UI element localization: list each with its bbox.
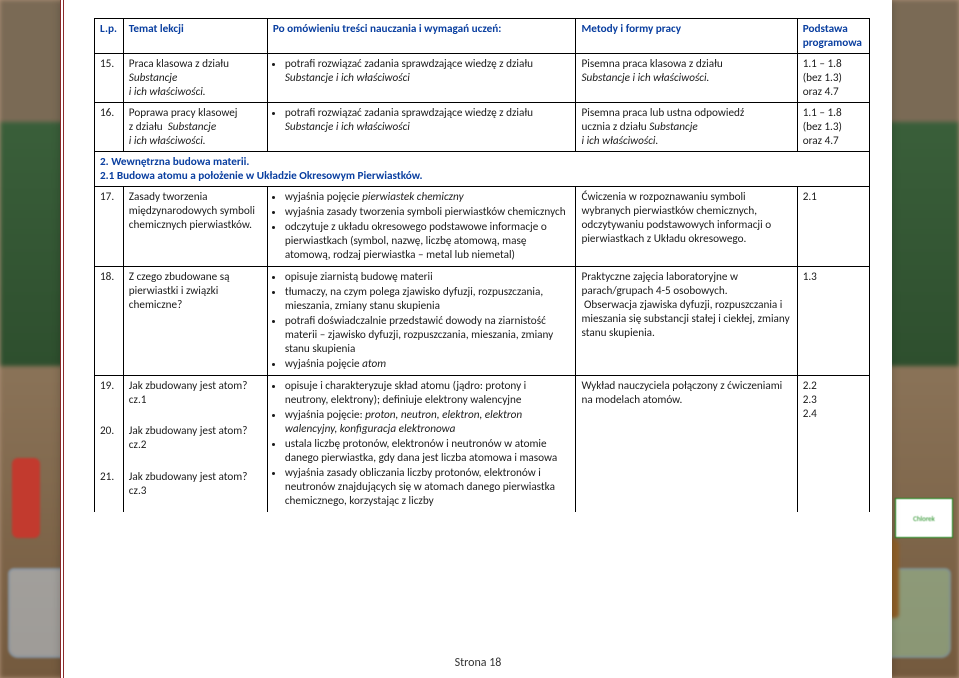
text: wyjaśnia pojęcie: proton, neutron, elekt… — [285, 408, 522, 436]
cell-num: 20. — [95, 421, 124, 466]
cell-topic: Zasady tworzenia międzynarodowych symbol… — [123, 187, 267, 267]
text: 1.1 – 1.8 — [803, 106, 842, 120]
text: oraz 4.7 — [803, 85, 839, 99]
cell-methods: Pisemna praca klasowa z działu Substancj… — [576, 54, 797, 103]
cell-topic: Z czego zbudowane są pierwiastki i związ… — [123, 267, 267, 376]
text: wyjaśnia pojęcie atom — [285, 357, 386, 371]
cell-outcomes: opisuje ziarnistą budowę materii tłumacz… — [267, 267, 576, 376]
text: Substancje i ich właściwości. — [581, 71, 709, 85]
list-item: wyjaśnia zasady tworzenia symboli pierwi… — [285, 205, 571, 219]
header-lp: L.p. — [95, 19, 124, 54]
cell-base: 2.1 — [797, 187, 869, 267]
text: (bez 1.3) — [803, 71, 842, 85]
text: potrafi rozwiązać zadania sprawdzające w… — [285, 106, 533, 134]
cell-outcomes: potrafi rozwiązać zadania sprawdzające w… — [267, 103, 576, 152]
list-item: potrafi rozwiązać zadania sprawdzające w… — [285, 106, 571, 134]
list-item: potrafi doświadczalnie przedstawić dowod… — [285, 314, 571, 356]
cell-topic: Jak zbudowany jest atom? cz.1 — [123, 376, 267, 422]
text: 2.4 — [803, 407, 817, 421]
table-row: 19. Jak zbudowany jest atom? cz.1 opisuj… — [95, 376, 870, 422]
list-item: ustala liczbę protonów, elektronów i neu… — [285, 437, 571, 465]
cell-base: 1.1 – 1.8 (bez 1.3) oraz 4.7 — [797, 103, 869, 152]
list-item: wyjaśnia zasady obliczania liczby proton… — [285, 466, 571, 508]
header-topic: Temat lekcji — [123, 19, 267, 54]
list-item: potrafi rozwiązać zadania sprawdzające w… — [285, 57, 571, 85]
cell-methods: Praktyczne zajęcia laboratoryjne w parac… — [576, 267, 797, 376]
cell-topic: Jak zbudowany jest atom? cz.2 — [123, 421, 267, 466]
text: 1.1 – 1.8 — [803, 57, 842, 71]
table-row: 18. Z czego zbudowane są pierwiastki i z… — [95, 267, 870, 376]
text: i ich właściwości. — [581, 134, 658, 148]
cell-topic: Poprawa pracy klasowej z działu Substanc… — [123, 103, 267, 152]
text: z działu Substancje — [129, 120, 216, 134]
curriculum-table: L.p. Temat lekcji Po omówieniu treści na… — [94, 18, 870, 512]
cell-num: 21. — [95, 467, 124, 512]
text: oraz 4.7 — [803, 134, 839, 148]
text: Poprawa pracy klasowej — [129, 106, 238, 120]
cell-num: 16. — [95, 103, 124, 152]
cell-topic: Praca klasowa z działu Substancje i ich … — [123, 54, 267, 103]
cell-methods: Pisemna praca lub ustna odpowiedź ucznia… — [576, 103, 797, 152]
document-page: L.p. Temat lekcji Po omówieniu treści na… — [60, 0, 892, 678]
cell-topic: Jak zbudowany jest atom? cz.3 — [123, 467, 267, 512]
cell-outcomes: potrafi rozwiązać zadania sprawdzające w… — [267, 54, 576, 103]
text: 2.1 Budowa atomu a położenie w Układzie … — [100, 169, 422, 183]
text: Obserwacja zjawiska dyfuzji, rozpuszczan… — [581, 298, 789, 340]
text: 2.3 — [803, 393, 817, 407]
section-heading: 2. Wewnętrzna budowa materii. 2.1 Budowa… — [95, 152, 870, 187]
header-outcomes: Po omówieniu treści nauczania i wymagań … — [267, 19, 576, 54]
text: 2.2 — [803, 379, 817, 393]
list-item: wyjaśnia pojęcie pierwiastek chemiczny — [285, 190, 571, 204]
list-item: opisuje ziarnistą budowę materii — [285, 270, 571, 284]
text: ucznia z działu Substancje — [581, 120, 697, 134]
header-methods: Metody i formy pracy — [576, 19, 797, 54]
cell-outcomes: wyjaśnia pojęcie pierwiastek chemiczny w… — [267, 187, 576, 267]
text: (bez 1.3) — [803, 120, 842, 134]
section-heading-row: 2. Wewnętrzna budowa materii. 2.1 Budowa… — [95, 152, 870, 187]
list-item: wyjaśnia pojęcie: proton, neutron, elekt… — [285, 408, 571, 436]
text: Praca klasowa z działu — [129, 57, 229, 71]
text: i ich właściwości. — [129, 134, 206, 148]
text: Pisemna praca lub ustna odpowiedź — [581, 106, 744, 120]
page-number: Strona 18 — [64, 656, 892, 670]
table-header-row: L.p. Temat lekcji Po omówieniu treści na… — [95, 19, 870, 54]
list-item: wyjaśnia pojęcie atom — [285, 357, 571, 371]
text: Pisemna praca klasowa z działu — [581, 57, 722, 71]
text: wyjaśnia pojęcie pierwiastek chemiczny — [285, 190, 464, 204]
cell-methods: Ćwiczenia w rozpoznawaniu symboli wybran… — [576, 187, 797, 267]
text: potrafi rozwiązać zadania sprawdzające w… — [285, 57, 533, 85]
list-item: tłumaczy, na czym polega zjawisko dyfuzj… — [285, 285, 571, 313]
text: 2. Wewnętrzna budowa materii. — [100, 155, 249, 169]
cell-num: 17. — [95, 187, 124, 267]
list-item: odczytuje z układu okresowego podstawowe… — [285, 220, 571, 262]
cell-num: 19. — [95, 376, 124, 422]
cell-base: 2.2 2.3 2.4 — [797, 376, 869, 513]
table-row: 16. Poprawa pracy klasowej z działu Subs… — [95, 103, 870, 152]
cell-base: 1.3 — [797, 267, 869, 376]
table-row: 17. Zasady tworzenia międzynarodowych sy… — [95, 187, 870, 267]
header-base: Podstawa programowa — [797, 19, 869, 54]
text: i ich właściwości. — [129, 85, 206, 99]
cell-num: 15. — [95, 54, 124, 103]
text: Praktyczne zajęcia laboratoryjne w parac… — [581, 270, 738, 298]
cell-base: 1.1 – 1.8 (bez 1.3) oraz 4.7 — [797, 54, 869, 103]
cell-num: 18. — [95, 267, 124, 376]
cell-outcomes: opisuje i charakteryzuje skład atomu (ją… — [267, 376, 576, 513]
text: Substancje — [129, 71, 178, 85]
list-item: opisuje i charakteryzuje skład atomu (ją… — [285, 379, 571, 407]
cell-methods: Wykład nauczyciela połączony z ćwiczenia… — [576, 376, 797, 513]
table-row: 15. Praca klasowa z działu Substancje i … — [95, 54, 870, 103]
